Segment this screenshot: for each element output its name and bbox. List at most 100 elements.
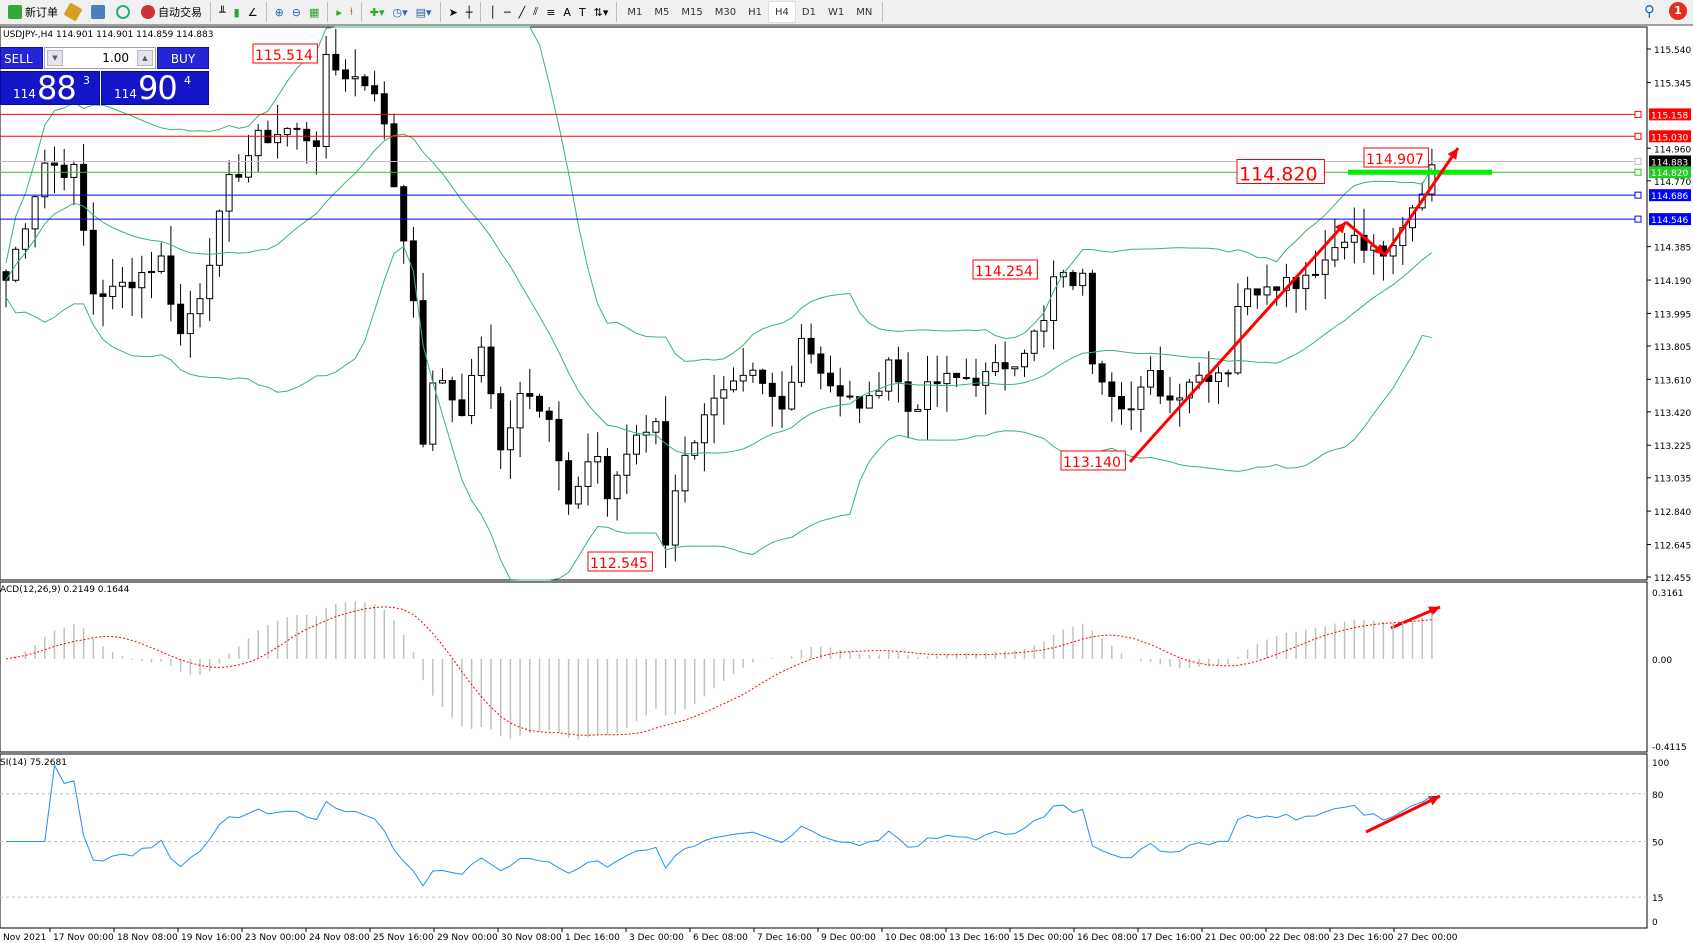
timeframe-m5[interactable]: M5 — [654, 6, 670, 18]
candle — [1370, 234, 1378, 275]
vertical-line-button[interactable]: │ — [489, 5, 497, 19]
autoscroll-button[interactable]: ▸ — [336, 5, 342, 19]
text-button[interactable]: A — [563, 5, 571, 19]
candle-body — [953, 372, 961, 379]
candle — [797, 324, 805, 388]
navigator-button[interactable] — [87, 1, 112, 23]
candle — [924, 355, 931, 441]
search-icon[interactable]: ⚲ — [1644, 2, 1655, 20]
rsi-line — [6, 763, 1433, 887]
candle-body — [60, 164, 68, 178]
candle-body — [739, 374, 747, 382]
candle-body — [817, 353, 825, 374]
candle — [1021, 349, 1028, 377]
price-tick-label: 113.805 — [1654, 343, 1691, 353]
timeframe-h4[interactable]: H4 — [768, 1, 796, 23]
candle — [60, 148, 68, 191]
candle-body — [167, 255, 175, 305]
fibonacci-button[interactable]: ≡ — [546, 5, 556, 19]
candle — [1263, 264, 1271, 305]
line-chart-button[interactable]: ∠ — [247, 5, 258, 19]
indicators-button[interactable]: ✚▾ — [369, 5, 385, 19]
label-button[interactable]: T — [578, 5, 586, 19]
candle — [962, 358, 970, 381]
price-label: 114.254 — [975, 264, 1033, 280]
candle-body — [1118, 395, 1125, 410]
candle-body — [1040, 319, 1048, 332]
new-order-label: 新订单 — [25, 6, 58, 19]
candle — [439, 368, 446, 384]
candle-body — [118, 281, 126, 287]
auto-trading-button[interactable]: 自动交易 — [137, 1, 206, 23]
candle — [1011, 366, 1019, 377]
arrows-button[interactable]: ⇅▾ — [593, 5, 609, 19]
new-order-button[interactable]: 新订单 — [4, 1, 62, 23]
price-tick-label: 113.995 — [1654, 310, 1691, 320]
tile-windows-button[interactable]: ▦ — [309, 5, 320, 19]
timeframe-m30[interactable]: M30 — [714, 6, 737, 18]
candle-body — [788, 381, 796, 410]
candle — [177, 284, 185, 346]
divider — [439, 2, 441, 22]
candlestick-button[interactable]: ▮ — [233, 5, 240, 19]
candle-body — [1350, 234, 1358, 243]
timeframe-m15[interactable]: M15 — [681, 6, 703, 18]
candle-body — [924, 381, 931, 410]
timeframe-m1[interactable]: M1 — [627, 6, 643, 18]
divider — [480, 2, 482, 22]
templates-button[interactable]: ▤▾ — [415, 5, 432, 19]
notification-badge[interactable]: 1 — [1669, 2, 1687, 20]
signals-button[interactable] — [112, 1, 137, 23]
horizontal-line-button[interactable]: ─ — [504, 5, 511, 19]
candle-body — [283, 127, 291, 136]
lot-increase-button[interactable]: ▲ — [137, 50, 153, 66]
candle — [332, 28, 340, 76]
candle — [497, 386, 505, 470]
trendline-button[interactable]: ╱ — [518, 5, 526, 19]
candle — [157, 242, 165, 274]
candle — [390, 113, 398, 188]
cursor-button[interactable]: ➤ — [448, 5, 458, 19]
sell-price[interactable]: 114 88 3 — [0, 69, 100, 107]
price-line-tag-label: 114.546 — [1651, 216, 1688, 226]
timeframe-h1[interactable]: H1 — [748, 6, 763, 18]
candle-body — [652, 421, 660, 433]
candle — [914, 404, 922, 412]
market-watch-button[interactable] — [62, 1, 87, 23]
periods-button[interactable]: ◷▾ — [392, 5, 408, 19]
auto-trading-icon — [141, 5, 155, 19]
sell-button[interactable]: SELL — [0, 47, 43, 69]
time-label: 10 Dec 08:00 — [885, 933, 946, 943]
zoom-in-button[interactable]: ⊕ — [274, 5, 284, 19]
candle-body — [1030, 330, 1038, 354]
price-line-tag-label: 114.820 — [1651, 169, 1688, 179]
pullback-arrow-head — [1373, 244, 1385, 255]
channel-button[interactable]: ⫽ — [533, 5, 539, 18]
chart-shift-button[interactable]: ⫮ — [349, 5, 353, 18]
rsi-arrow-head — [1428, 796, 1440, 806]
buy-price[interactable]: 114 90 4 — [101, 69, 209, 107]
candle — [1224, 369, 1232, 387]
candle — [943, 355, 951, 412]
candle — [2, 269, 10, 308]
time-label: 23 Nov 00:00 — [245, 933, 306, 943]
price-tick-label: 114.385 — [1654, 244, 1691, 254]
candle — [196, 283, 204, 328]
candle — [1244, 276, 1252, 316]
buy-button[interactable]: BUY — [157, 47, 209, 69]
candle-body — [710, 397, 718, 416]
timeframe-mn[interactable]: MN — [856, 6, 873, 18]
lot-size-input[interactable]: ▼ 1.00 ▲ — [44, 47, 156, 69]
chart-area[interactable]: 115.540 115.345 114.960 114.770 114.385 114.1… — [0, 26, 1693, 943]
price-label-box — [972, 259, 1038, 280]
timeframe-d1[interactable]: D1 — [801, 6, 816, 18]
bar-chart-button[interactable]: ╨ — [219, 5, 226, 19]
candle-body — [875, 390, 883, 397]
crosshair-button[interactable]: ┼ — [465, 5, 473, 19]
price-tick-label: 115.540 — [1654, 46, 1691, 56]
candle-body — [196, 298, 204, 315]
zoom-out-button[interactable]: ⊖ — [291, 5, 301, 19]
timeframe-w1[interactable]: W1 — [827, 6, 845, 18]
lot-decrease-button[interactable]: ▼ — [47, 50, 63, 66]
breakout-arrow — [1383, 147, 1460, 256]
